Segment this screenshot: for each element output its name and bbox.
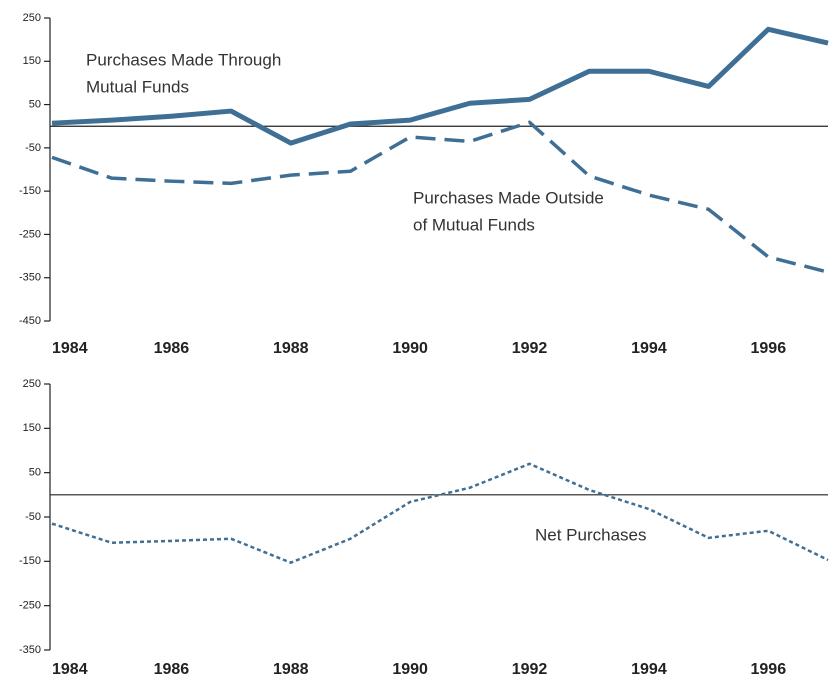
y-tick-label: -350 — [19, 272, 41, 284]
x-tick-label: 1990 — [392, 661, 428, 678]
y-tick-label: -50 — [25, 511, 41, 523]
x-tick-label: 1990 — [392, 340, 428, 357]
series-line — [51, 462, 829, 564]
y-tick-label: 50 — [29, 467, 41, 479]
x-tick-label: 1992 — [512, 661, 548, 678]
y-tick-label: 250 — [23, 12, 41, 24]
x-tick-label: 1996 — [751, 661, 787, 678]
x-tick-label: 1994 — [631, 661, 667, 678]
y-tick-label: -250 — [19, 600, 41, 612]
y-tick-label: -150 — [19, 555, 41, 567]
x-tick-label: 1992 — [512, 340, 548, 357]
x-tick-label: 1984 — [52, 661, 88, 678]
y-tick-label: -450 — [19, 315, 41, 327]
y-tick-label: -250 — [19, 228, 41, 240]
x-tick-label: 1986 — [154, 661, 190, 678]
annotation: of Mutual Funds — [413, 215, 535, 234]
y-tick-label: -50 — [25, 142, 41, 154]
series-line — [51, 26, 829, 146]
x-tick-label: 1984 — [52, 340, 88, 357]
y-tick-label: -150 — [19, 185, 41, 197]
x-tick-label: 1996 — [751, 340, 787, 357]
y-tick-label: -350 — [19, 644, 41, 656]
annotation: Net Purchases — [535, 525, 647, 544]
annotation: Purchases Made Outside — [413, 188, 604, 207]
y-tick-label: 250 — [23, 378, 41, 390]
annotation: Purchases Made Through — [86, 50, 281, 69]
y-tick-label: 150 — [23, 55, 41, 67]
y-tick-label: 150 — [23, 422, 41, 434]
x-tick-label: 1994 — [631, 340, 667, 357]
series-line — [51, 120, 829, 274]
y-tick-label: 50 — [29, 98, 41, 110]
annotation: Mutual Funds — [86, 77, 189, 96]
x-tick-label: 1988 — [273, 340, 309, 357]
x-tick-label: 1988 — [273, 661, 309, 678]
x-tick-label: 1986 — [154, 340, 190, 357]
